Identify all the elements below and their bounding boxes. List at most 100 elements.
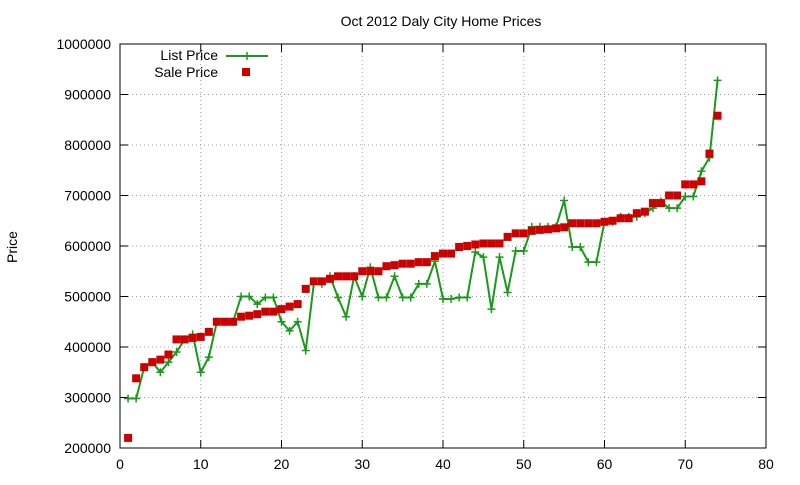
sale-price-point [358, 267, 367, 276]
sale-price-point [657, 199, 666, 208]
list-price-point [342, 312, 351, 321]
sale-price-point [220, 317, 229, 326]
sale-price-point [196, 332, 205, 341]
x-tick-label: 10 [193, 456, 209, 472]
list-price-point [503, 288, 512, 297]
list-price-point [568, 243, 577, 252]
list-price-point [455, 293, 464, 302]
sale-price-point [245, 311, 254, 320]
sale-price-point [616, 214, 625, 223]
sale-price-point [535, 225, 544, 234]
list-price-point [156, 368, 165, 377]
sale-price-point [398, 259, 407, 268]
sale-price-point [447, 249, 456, 258]
list-price-line [128, 80, 719, 400]
sale-price-point [430, 252, 439, 261]
y-tick-label: 300000 [64, 390, 111, 406]
sale-price-point [229, 317, 238, 326]
sale-price-point [681, 180, 690, 189]
sale-price-point [406, 259, 415, 268]
sale-price-point [713, 111, 722, 120]
sale-price-point [124, 433, 133, 442]
list-price-point [487, 305, 496, 314]
sale-price-point [180, 335, 189, 344]
list-price-point [495, 253, 504, 262]
list-price-point [471, 248, 480, 257]
sale-price-point [164, 350, 173, 359]
sale-price-point [140, 363, 149, 372]
sale-price-point [632, 209, 641, 218]
sale-price-point [350, 272, 359, 281]
sale-price-point [648, 199, 657, 208]
list-price-point [261, 293, 270, 302]
list-price-point [382, 293, 391, 302]
sale-price-point [156, 355, 165, 364]
x-tick-label: 50 [516, 456, 532, 472]
list-price-point [124, 394, 133, 403]
list-price-point [277, 317, 286, 326]
list-price-point [479, 253, 488, 262]
x-tick-label: 20 [274, 456, 290, 472]
sale-price-point [640, 207, 649, 216]
y-tick-label: 1000000 [56, 36, 111, 52]
list-price-point [237, 292, 246, 301]
y-axis-label: Price [4, 231, 20, 263]
legend-swatch-sale-price [242, 68, 250, 76]
sale-price-point [552, 224, 561, 233]
sale-price-point [301, 284, 310, 293]
list-price-point [132, 394, 141, 403]
sale-price-point [495, 239, 504, 248]
sale-price-point [148, 358, 157, 367]
y-tick-label: 900000 [64, 87, 111, 103]
x-tick-label: 80 [758, 456, 774, 472]
sale-price-point [697, 177, 706, 186]
sale-price-point [309, 277, 318, 286]
list-price-point [713, 76, 722, 85]
list-price-point [697, 167, 706, 176]
sale-price-point [543, 225, 552, 234]
sale-price-point [317, 277, 326, 286]
legend-plus-marker [243, 52, 251, 60]
sale-price-point [527, 226, 536, 235]
x-tick-label: 70 [677, 456, 693, 472]
sale-price-point [261, 307, 270, 316]
sale-price-point [592, 219, 601, 228]
list-price-point [447, 295, 456, 304]
x-tick-label: 0 [116, 456, 124, 472]
y-tick-label: 400000 [64, 339, 111, 355]
sale-price-point [293, 300, 302, 309]
sale-price-point [204, 327, 213, 336]
legend-label-list-price: List Price [160, 47, 218, 63]
list-price-point [511, 247, 520, 256]
sale-price-point [624, 214, 633, 223]
list-price-point [398, 293, 407, 302]
list-price-point [390, 272, 399, 281]
sale-price-point [705, 149, 714, 158]
list-price-point [406, 293, 415, 302]
sale-price-point [455, 243, 464, 252]
sale-price-point [576, 219, 585, 228]
list-price-point [285, 326, 294, 335]
list-price-point [204, 353, 213, 362]
list-price-point [334, 293, 343, 302]
sale-price-point [414, 258, 423, 267]
list-price-point [172, 348, 181, 357]
sale-price-point [366, 267, 375, 276]
sale-price-point [511, 229, 520, 238]
grid-lines [120, 44, 766, 448]
x-tick-label: 30 [354, 456, 370, 472]
x-tick-label: 40 [435, 456, 451, 472]
sale-price-point [568, 219, 577, 228]
list-price-point [681, 192, 690, 201]
sale-price-point [503, 232, 512, 241]
axes: 0 10 20 30 40 50 60 70 80 200000 300000 400000 50000… [56, 36, 774, 472]
sale-price-point [673, 191, 682, 200]
list-price-point [519, 247, 528, 256]
sale-price-point [689, 180, 698, 189]
sale-price-point [374, 267, 383, 276]
list-price-point [293, 317, 302, 326]
sale-price-point [253, 310, 262, 319]
list-price-point [584, 258, 593, 267]
